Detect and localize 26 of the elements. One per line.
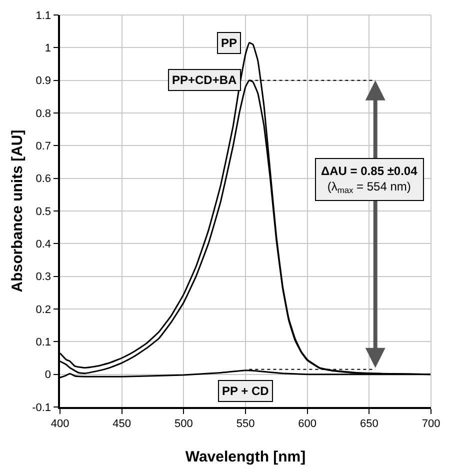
series-label: PP: [221, 36, 238, 50]
series-label: PP+CD+BA: [172, 73, 238, 87]
y-tick-label: 0.4: [36, 238, 52, 251]
x-tick-label: 500: [174, 418, 193, 430]
y-tick-label: 0.7: [36, 140, 52, 153]
y-tick-label: 0.5: [36, 206, 52, 218]
x-tick-label: 450: [112, 418, 132, 430]
x-tick-label: 600: [298, 418, 317, 430]
y-tick-label: 0.1: [36, 336, 52, 349]
y-tick-label: -0.1: [32, 402, 52, 414]
annotation: ΔAU = 0.85 ±0.04 (λ$_{max}$ = 554 nm): [321, 164, 418, 196]
y-tick-label: 0.9: [36, 75, 52, 88]
x-tick-label: 700: [422, 418, 440, 430]
y-tick-label: 0.8: [36, 108, 52, 120]
y-tick-label: 0: [44, 369, 52, 382]
series-label: PP + CD: [222, 384, 270, 398]
y-tick-label: 0.3: [36, 271, 52, 284]
x-tick-label: 650: [360, 418, 378, 430]
y-tick-label: 1: [44, 42, 52, 55]
x-tick-label: 550: [236, 418, 255, 430]
y-tick-label: 0.6: [36, 173, 52, 186]
x-tick-label: 400: [50, 418, 70, 430]
y-tick-label: 0.2: [36, 304, 52, 316]
y-tick-label: 1.1: [36, 10, 52, 22]
y-axis-title: Absorbance units [AU]: [8, 130, 26, 292]
x-axis-title: Wavelength [nm]: [185, 448, 306, 466]
